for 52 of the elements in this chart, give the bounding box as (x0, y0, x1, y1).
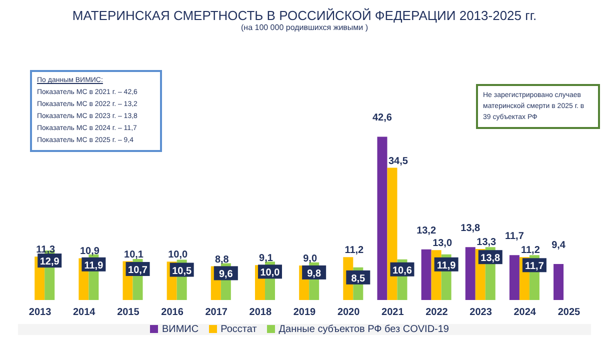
data-label: 8,5 (351, 273, 366, 284)
data-label: 10,1 (124, 249, 144, 260)
data-label: 10,0 (260, 268, 280, 279)
data-label: 11,3 (36, 244, 56, 256)
data-label: 11,9 (436, 260, 456, 272)
data-label: 12,9 (40, 256, 60, 268)
data-label: 13,2 (416, 225, 436, 236)
data-label: 13,8 (460, 223, 481, 234)
data-label: 11,7 (504, 231, 524, 242)
x-tick-label: 2013 (28, 307, 52, 318)
bar (421, 249, 432, 300)
data-label: 10,0 (168, 250, 188, 261)
data-label: 11,7 (524, 261, 544, 272)
data-label: 8,8 (214, 254, 230, 266)
x-tick-label: 2025 (558, 307, 581, 318)
x-tick-label: 2023 (470, 307, 492, 318)
x-tick-label: 2014 (72, 307, 96, 318)
x-tick-label: 2020 (337, 307, 360, 318)
data-label: 11,9 (84, 260, 104, 272)
data-label: 9,6 (218, 269, 234, 280)
data-label: 9,8 (307, 268, 322, 280)
x-tick-label: 2022 (426, 307, 448, 318)
chart-subtitle: (на 100 000 родившихся живыми ) (240, 23, 370, 32)
x-tick-label: 2018 (249, 307, 272, 318)
x-tick-label: 2019 (293, 307, 316, 318)
data-label: 9,0 (303, 254, 318, 264)
bar (377, 136, 388, 300)
data-label: 13,3 (476, 237, 497, 248)
legend-label: Росстат (220, 324, 257, 335)
x-tick-label: 2017 (205, 307, 228, 318)
bar (465, 247, 476, 300)
bar (509, 255, 520, 300)
data-label: 10,9 (80, 246, 100, 258)
data-label: 10,7 (128, 264, 148, 276)
data-label: 11,2 (344, 245, 364, 256)
legend-label: Данные субъектов РФ без COVID-19 (278, 324, 449, 335)
data-label: 10,5 (172, 266, 192, 277)
data-label: 42,6 (372, 112, 392, 124)
bar (554, 264, 564, 300)
data-label: 9,4 (552, 240, 566, 251)
data-label: 34,5 (388, 156, 408, 167)
x-tick-label: 2021 (382, 307, 404, 318)
chart-title: МАТЕРИНСКАЯ СМЕРТНОСТЬ В РОССИЙСКОЙ ФЕДЕРАЦИИ 2013-2025 гг. (71, 8, 538, 23)
x-tick-label: 2015 (117, 307, 140, 318)
data-label: 11,2 (520, 245, 540, 256)
legend-label: ВИМИС (162, 324, 199, 335)
data-label: 9,1 (259, 253, 274, 264)
data-label: 13,8 (480, 253, 501, 264)
data-label: 10,6 (392, 265, 412, 276)
data-label: 13,0 (432, 238, 452, 250)
x-tick-label: 2016 (161, 307, 184, 318)
x-tick-label: 2024 (514, 307, 536, 318)
